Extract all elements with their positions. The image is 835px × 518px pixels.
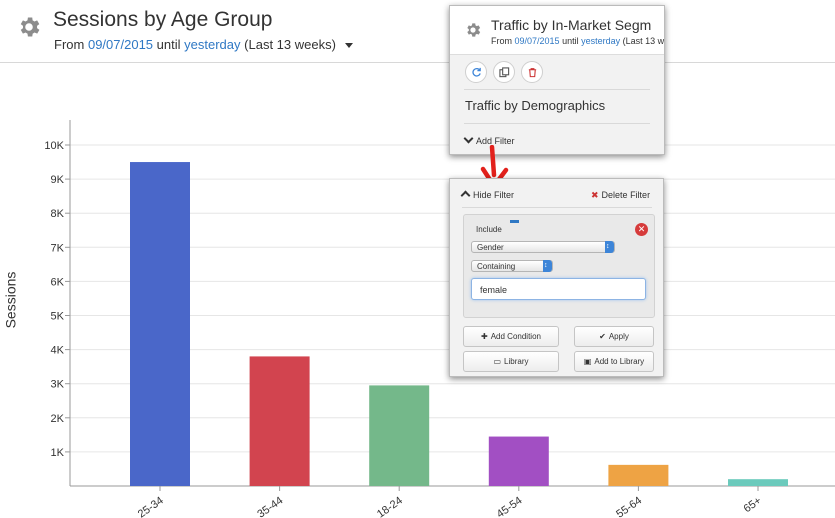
y-tick-label: 7K — [51, 242, 65, 254]
start-date-link[interactable]: 09/07/2015 — [514, 36, 560, 46]
include-label[interactable]: Include — [476, 225, 502, 234]
gear-icon[interactable] — [16, 14, 42, 40]
add-condition-button[interactable]: ✚ Add Condition — [463, 326, 559, 347]
dashboard-widget-panel: Traffic by In-Market Segm From 09/07/201… — [449, 5, 665, 155]
from-label: From — [491, 36, 512, 46]
chevron-up-icon — [460, 190, 471, 201]
until-label: until — [156, 37, 181, 52]
until-label: until — [562, 36, 579, 46]
plus-icon: ✚ — [481, 332, 488, 341]
check-icon: ✔ — [599, 332, 606, 341]
apply-button[interactable]: ✔ Apply — [574, 326, 654, 347]
bar-18-24 — [369, 385, 430, 486]
x-tick-label: 65+ — [742, 495, 764, 516]
hide-filter-button[interactable]: Hide Filter — [460, 190, 515, 201]
from-label: From — [54, 37, 85, 52]
y-tick-label: 2K — [51, 413, 65, 425]
copy-button[interactable] — [493, 61, 515, 83]
bar-65+ — [728, 479, 788, 486]
delete-button[interactable] — [521, 61, 543, 83]
add-condition-label: Add Condition — [490, 332, 541, 341]
folder-icon: ▭ — [493, 357, 502, 366]
add-to-library-label: Add to Library — [594, 357, 645, 366]
dimension-select-value: Gender — [477, 243, 504, 252]
sessions-bar-chart: 1K 2K 3K 4K 5K 6K 7K 8K 9K 10K 25-34 35-44 18-24 45-5… — [44, 120, 835, 518]
widget-header: Traffic by In-Market Segm From 09/07/201… — [450, 6, 664, 55]
refresh-icon — [471, 67, 481, 77]
y-tick-label: 9K — [51, 174, 65, 186]
page-title: Sessions by Age Group — [53, 8, 273, 31]
trash-icon — [528, 67, 536, 77]
y-tick-label: 1K — [51, 447, 65, 459]
filter-condition-box: Include ✕ Gender Containing female — [463, 214, 655, 318]
x-tick-label: 25-34 — [136, 495, 166, 518]
y-axis-label: Sessions — [2, 271, 19, 329]
bar-45-54 — [488, 436, 549, 486]
y-tick-label: 4K — [51, 345, 65, 357]
date-range[interactable]: From 09/07/2015 until yesterday (Last 13… — [54, 37, 353, 52]
report-header: Sessions by Age Group From 09/07/2015 un… — [0, 0, 835, 63]
x-tick-label: 18-24 — [375, 495, 405, 518]
y-tick-label: 6K — [51, 276, 65, 288]
divider — [462, 207, 652, 208]
y-tick-label: 10K — [44, 140, 64, 152]
add-filter-label: Add Filter — [476, 136, 515, 146]
remove-condition-icon[interactable]: ✕ — [635, 223, 648, 236]
caret-down-icon[interactable] — [344, 43, 353, 49]
select-arrows-icon — [605, 241, 614, 253]
hide-filter-label: Hide Filter — [473, 190, 515, 200]
include-tab[interactable] — [510, 220, 519, 223]
x-tick-label: 35-44 — [255, 495, 285, 518]
close-icon: ✖ — [591, 190, 599, 200]
library-button[interactable]: ▭ Library — [463, 351, 559, 372]
end-date-link[interactable]: yesterday — [184, 37, 241, 52]
add-filter-button[interactable]: Add Filter — [463, 133, 515, 146]
x-tick-label: 45-54 — [495, 495, 525, 518]
chevron-down-icon — [463, 133, 474, 144]
y-tick-label: 8K — [51, 208, 65, 220]
range-label: (Last 13 w — [622, 36, 665, 46]
filter-panel: Hide Filter ✖ Delete Filter Include ✕ Gen… — [449, 178, 664, 377]
range-label: (Last 13 weeks) — [244, 37, 336, 52]
y-tick-label: 5K — [51, 311, 65, 323]
widget-date-range[interactable]: From 09/07/2015 until yesterday (Last 13… — [491, 36, 664, 46]
widget-section-title: Traffic by Demographics — [465, 98, 606, 113]
apply-label: Apply — [608, 332, 629, 341]
filter-value-input[interactable]: female — [471, 278, 646, 300]
add-to-library-button[interactable]: ▣ Add to Library — [574, 351, 654, 372]
delete-filter-button[interactable]: ✖ Delete Filter — [591, 190, 650, 201]
refresh-button[interactable] — [465, 61, 487, 83]
bar-55-64 — [608, 464, 669, 486]
start-date-link[interactable]: 09/07/2015 — [87, 37, 154, 52]
save-icon: ▣ — [583, 357, 592, 366]
delete-filter-label: Delete Filter — [601, 190, 651, 200]
divider — [464, 89, 650, 90]
divider — [464, 123, 650, 124]
bar-35-44 — [249, 356, 310, 486]
library-label: Library — [504, 357, 529, 366]
y-tick-label: 3K — [51, 379, 65, 391]
operator-select[interactable]: Containing — [471, 260, 553, 272]
operator-select-value: Containing — [477, 262, 516, 271]
gear-icon[interactable] — [464, 21, 482, 39]
x-tick-label: 55-64 — [614, 495, 644, 518]
bar-25-34 — [130, 162, 190, 487]
widget-title: Traffic by In-Market Segm — [491, 17, 652, 33]
copy-icon — [498, 66, 509, 77]
dimension-select[interactable]: Gender — [471, 241, 615, 253]
end-date-link[interactable]: yesterday — [581, 36, 621, 46]
select-arrows-icon — [543, 260, 552, 272]
